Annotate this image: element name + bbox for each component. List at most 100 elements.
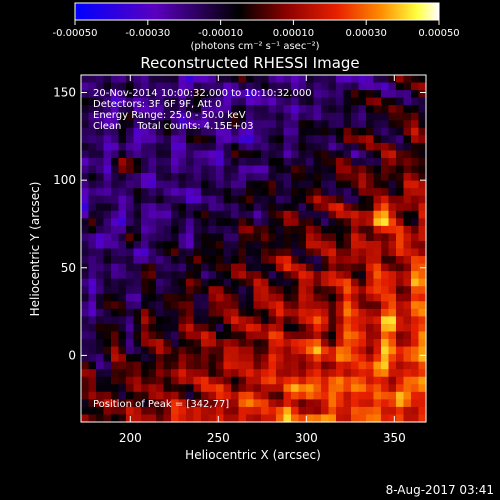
- heatmap-cell: [403, 157, 412, 167]
- heatmap-cell: [246, 210, 255, 219]
- heatmap-cell: [261, 82, 270, 91]
- heatmap-cell: [291, 414, 300, 423]
- heatmap-cell: [321, 308, 330, 317]
- heatmap-cell: [223, 384, 232, 393]
- heatmap-cell: [321, 240, 330, 250]
- plot-frame: [80, 74, 427, 423]
- heatmap-cell: [373, 278, 382, 287]
- heatmap-cell: [223, 218, 232, 227]
- heatmap-cell: [148, 308, 157, 317]
- heatmap-cell: [388, 248, 397, 257]
- heatmap-cell: [193, 135, 202, 144]
- heatmap-cell: [231, 188, 240, 197]
- heatmap-cell: [366, 263, 375, 272]
- heatmap-cell: [141, 218, 150, 227]
- heatmap-cell: [208, 82, 217, 91]
- heatmap-cell: [381, 75, 390, 84]
- heatmap-cell: [276, 331, 285, 340]
- heatmap-cell: [171, 391, 180, 400]
- heatmap-cell: [336, 90, 345, 99]
- heatmap-cell: [261, 346, 270, 355]
- heatmap-cell: [148, 414, 157, 423]
- heatmap-cell: [321, 173, 330, 182]
- heatmap-cell: [291, 248, 300, 257]
- heatmap-cell: [373, 165, 382, 174]
- heatmap-cell: [111, 248, 120, 257]
- heatmap-cell: [156, 240, 165, 250]
- heatmap-cell: [396, 293, 405, 302]
- heatmap-cell: [388, 75, 397, 84]
- heatmap-cell: [186, 157, 195, 167]
- heatmap-cell: [96, 339, 105, 348]
- heatmap-cell: [141, 75, 150, 84]
- heatmap-cell: [201, 293, 210, 302]
- colorbar: -0.00050 -0.00030 -0.00010 0.00010 0.00030 0.…: [53, 2, 460, 52]
- heatmap-cell: [268, 135, 277, 144]
- heatmap-cell: [343, 165, 352, 174]
- heatmap-cell: [283, 135, 292, 144]
- heatmap-cell: [283, 376, 292, 385]
- heatmap-cell: [156, 278, 165, 287]
- heatmap-cell: [343, 406, 352, 416]
- heatmap-cell: [201, 75, 210, 84]
- heatmap-cell: [171, 308, 180, 317]
- heatmap-cell: [171, 256, 180, 265]
- heatmap-cell: [216, 384, 225, 393]
- heatmap-cell: [163, 127, 172, 136]
- heatmap-cell: [351, 157, 360, 167]
- heatmap-cell: [96, 188, 105, 197]
- heatmap-cell: [223, 112, 232, 121]
- heatmap-cell: [88, 240, 97, 250]
- heatmap-cell: [96, 271, 105, 280]
- heatmap-cell: [111, 233, 120, 242]
- heatmap-cell: [223, 301, 232, 310]
- heatmap-cell: [133, 331, 142, 340]
- heatmap-cell: [238, 323, 247, 333]
- heatmap-cell: [343, 301, 352, 310]
- heatmap-cell: [261, 376, 270, 385]
- heatmap-cell: [141, 301, 150, 310]
- heatmap-cell: [246, 218, 255, 227]
- heatmap-cell: [313, 225, 322, 235]
- heatmap-cell: [403, 293, 412, 302]
- heatmap-cell: [201, 354, 210, 363]
- heatmap-cell: [163, 233, 172, 242]
- heatmap-cell: [246, 157, 255, 167]
- heatmap-cell: [418, 195, 427, 204]
- heatmap-cell: [96, 354, 105, 363]
- heatmap-cell: [186, 384, 195, 393]
- heatmap-cell: [366, 165, 375, 174]
- heatmap-cell: [276, 195, 285, 204]
- heatmap-cell: [373, 112, 382, 121]
- heatmap-cell: [306, 105, 315, 114]
- heatmap-cell: [201, 97, 210, 106]
- heatmap-cell: [201, 399, 210, 408]
- heatmap-cell: [111, 112, 120, 121]
- heatmap-cell: [193, 308, 202, 317]
- heatmap-cell: [186, 120, 195, 129]
- heatmap-cell: [388, 271, 397, 280]
- heatmap-cell: [156, 173, 165, 182]
- heatmap-cell: [178, 120, 187, 129]
- heatmap-cell: [88, 301, 97, 310]
- heatmap-cell: [306, 142, 315, 152]
- heatmap-cell: [373, 308, 382, 317]
- heatmap-cell: [141, 376, 150, 385]
- heatmap-cell: [111, 173, 120, 182]
- heatmap-cell: [328, 248, 337, 257]
- heatmap-cell: [163, 263, 172, 272]
- heatmap-cell: [418, 150, 427, 159]
- heatmap-cell: [96, 316, 105, 325]
- heatmap-cell: [88, 75, 97, 84]
- heatmap-cell: [88, 323, 97, 333]
- heatmap-cell: [186, 339, 195, 348]
- heatmap-cell: [403, 263, 412, 272]
- heatmap-cell: [381, 414, 390, 423]
- heatmap-cell: [96, 210, 105, 219]
- heatmap-cell: [411, 195, 420, 204]
- heatmap-cell: [88, 331, 97, 340]
- heatmap-cell: [418, 218, 427, 227]
- heatmap-cell: [96, 278, 105, 287]
- heatmap-cell: [148, 195, 157, 204]
- heatmap-cell: [381, 316, 390, 325]
